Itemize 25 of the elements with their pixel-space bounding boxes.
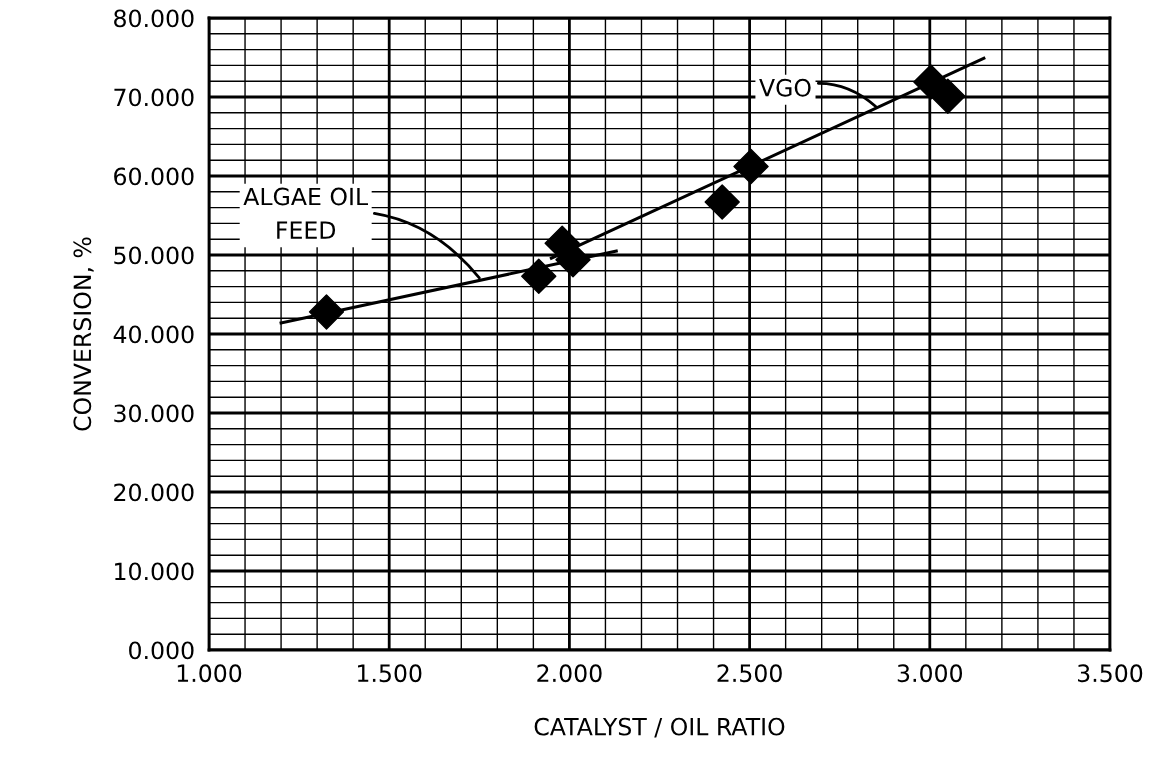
- y-tick-label: 70.000: [114, 88, 194, 107]
- point: [521, 258, 557, 295]
- y-tick-label: 10.000: [115, 562, 194, 581]
- point: [308, 294, 345, 330]
- x-axis-title: CATALYST / OIL RATIO: [534, 717, 785, 738]
- y-tick-label: 30.000: [114, 404, 194, 423]
- point: [930, 78, 966, 114]
- y-axis-title: CONVERSION, %: [73, 237, 94, 431]
- point: [913, 64, 949, 100]
- x-tick-label: 2.000: [537, 664, 602, 683]
- annotation: VGO: [759, 78, 811, 97]
- x-tick-label: 2.500: [717, 664, 782, 683]
- y-tick-label: 50.000: [114, 246, 194, 265]
- y-tick-label: 0.000: [129, 641, 194, 660]
- y-tick-label: 60.000: [114, 167, 194, 186]
- x-tick-label: 1.500: [358, 664, 422, 683]
- x-tick-label: 1.000: [177, 664, 242, 683]
- point: [704, 184, 740, 220]
- x-tick-label: 3.000: [897, 664, 963, 683]
- y-tick-label: 20.000: [114, 483, 194, 502]
- y-tick-label: 80.000: [114, 9, 194, 28]
- annotation: ALGAE OIL FEED: [243, 187, 368, 239]
- y-tick-label: 40.000: [113, 325, 194, 344]
- point: [733, 148, 769, 185]
- x-tick-label: 3.500: [1078, 664, 1143, 683]
